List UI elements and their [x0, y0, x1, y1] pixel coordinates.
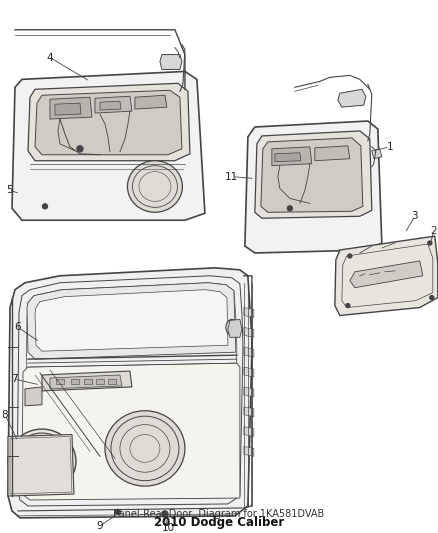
Text: 10: 10 [161, 523, 174, 533]
Polygon shape [372, 149, 382, 159]
Polygon shape [50, 375, 122, 389]
Text: Panel-Rear Door  Diagram for 1KA581DVAB: Panel-Rear Door Diagram for 1KA581DVAB [113, 509, 325, 519]
Polygon shape [35, 289, 228, 351]
Polygon shape [55, 103, 81, 115]
Polygon shape [50, 97, 92, 119]
Polygon shape [84, 379, 92, 384]
Circle shape [348, 254, 352, 258]
Polygon shape [338, 90, 366, 107]
Polygon shape [8, 434, 74, 496]
Polygon shape [100, 101, 121, 110]
Polygon shape [160, 54, 182, 69]
Polygon shape [8, 268, 252, 518]
Circle shape [42, 204, 47, 209]
Polygon shape [25, 387, 42, 406]
Polygon shape [272, 147, 312, 166]
Polygon shape [42, 371, 132, 391]
Text: 5: 5 [7, 185, 13, 196]
Polygon shape [56, 379, 64, 384]
Circle shape [428, 241, 432, 245]
Text: 2010 Dodge Caliber: 2010 Dodge Caliber [154, 516, 284, 529]
Polygon shape [108, 379, 116, 384]
Polygon shape [135, 95, 167, 109]
Text: 11: 11 [225, 172, 239, 182]
Text: 6: 6 [15, 322, 21, 333]
Polygon shape [244, 327, 254, 337]
Circle shape [430, 296, 434, 300]
Polygon shape [245, 121, 382, 253]
Polygon shape [28, 83, 190, 161]
Text: 4: 4 [47, 53, 53, 62]
Polygon shape [335, 236, 438, 316]
Circle shape [77, 146, 83, 152]
Polygon shape [244, 447, 254, 456]
Polygon shape [244, 407, 254, 417]
Polygon shape [27, 282, 236, 359]
Polygon shape [96, 379, 104, 384]
Text: 9: 9 [97, 521, 103, 531]
Circle shape [162, 511, 168, 517]
Circle shape [116, 510, 120, 514]
Ellipse shape [127, 161, 182, 212]
Ellipse shape [105, 411, 185, 486]
Circle shape [287, 206, 292, 211]
Polygon shape [261, 138, 363, 212]
Polygon shape [275, 153, 301, 161]
Polygon shape [244, 367, 254, 377]
Polygon shape [71, 379, 79, 384]
Polygon shape [350, 261, 423, 288]
Polygon shape [228, 319, 242, 337]
Text: 1: 1 [386, 142, 393, 152]
Polygon shape [315, 146, 350, 161]
Polygon shape [244, 426, 254, 437]
Ellipse shape [226, 319, 238, 335]
Polygon shape [95, 96, 132, 113]
Text: 8: 8 [2, 410, 8, 419]
Circle shape [346, 304, 350, 308]
Polygon shape [244, 347, 254, 357]
Polygon shape [22, 363, 240, 500]
Polygon shape [244, 308, 254, 318]
Text: 3: 3 [411, 211, 418, 221]
Polygon shape [255, 131, 372, 218]
Polygon shape [244, 387, 254, 397]
Polygon shape [35, 90, 182, 155]
Text: 2: 2 [431, 226, 437, 236]
Text: 7: 7 [11, 374, 18, 384]
Ellipse shape [8, 429, 76, 494]
Polygon shape [12, 71, 205, 220]
